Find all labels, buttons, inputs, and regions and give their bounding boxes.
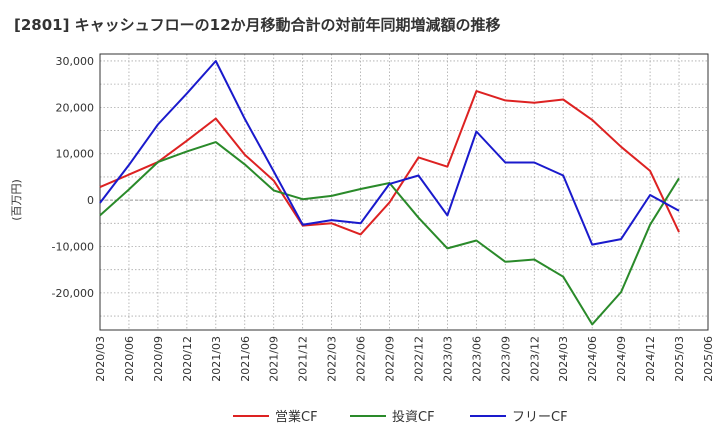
series-line-営業CF: [99, 90, 680, 236]
legend-label: 営業CF: [275, 409, 318, 425]
y-tick-label: -10,000: [52, 241, 94, 254]
chart-title: [2801] キャッシュフローの12か月移動合計の対前年同期増減額の推移: [14, 16, 501, 34]
x-tick-label: 2023/06: [470, 336, 483, 382]
y-axis-label: (百万円): [10, 179, 23, 221]
x-tick-label: 2020/06: [123, 336, 136, 382]
legend: 営業CF 投資CF フリーCF: [233, 409, 568, 425]
x-tick-label: 2021/06: [239, 336, 252, 382]
x-tick-label: 2024/03: [557, 336, 570, 382]
x-tick-label: 2022/03: [326, 336, 339, 382]
series-layer: [99, 60, 680, 326]
grid-layer: [99, 54, 709, 330]
plot-frame: [99, 53, 709, 331]
x-tick-label: 2023/09: [499, 336, 512, 382]
legend-label: フリーCF: [512, 410, 568, 425]
x-tick-labels: 2020/03 2020/06 2020/09 2020/12 2021/03 2021/…: [94, 336, 715, 382]
x-tick-label: 2021/03: [210, 336, 223, 382]
x-tick-label: 2025/03: [673, 336, 686, 382]
x-tick-label: 2022/12: [412, 336, 425, 382]
y-tick-label: 10,000: [56, 148, 95, 161]
x-tick-label: 2022/06: [355, 336, 368, 382]
x-tick-label: 2025/06: [702, 336, 715, 382]
y-tick-label: 0: [87, 194, 94, 207]
x-tick-label: 2022/09: [384, 336, 397, 382]
x-tick-label: 2024/12: [644, 336, 657, 382]
x-tick-label: 2023/03: [441, 336, 454, 382]
x-tick-label: 2020/03: [94, 336, 107, 382]
y-tick-label: 20,000: [56, 101, 95, 114]
x-tick-label: 2023/12: [528, 336, 541, 382]
x-tick-label: 2020/09: [152, 336, 165, 382]
y-tick-labels: 30,000 20,000 10,000 0 -10,000 -20,000: [52, 55, 94, 300]
x-tick-label: 2021/09: [268, 336, 281, 382]
series-line-フリーCF: [99, 60, 680, 246]
x-tick-label: 2024/09: [615, 336, 628, 382]
y-tick-label: -20,000: [52, 287, 94, 300]
x-tick-label: 2021/12: [297, 336, 310, 382]
legend-label: 投資CF: [392, 409, 435, 425]
x-tick-label: 2024/06: [586, 336, 599, 382]
y-tick-label: 30,000: [56, 55, 95, 68]
x-tick-label: 2020/12: [181, 336, 194, 382]
